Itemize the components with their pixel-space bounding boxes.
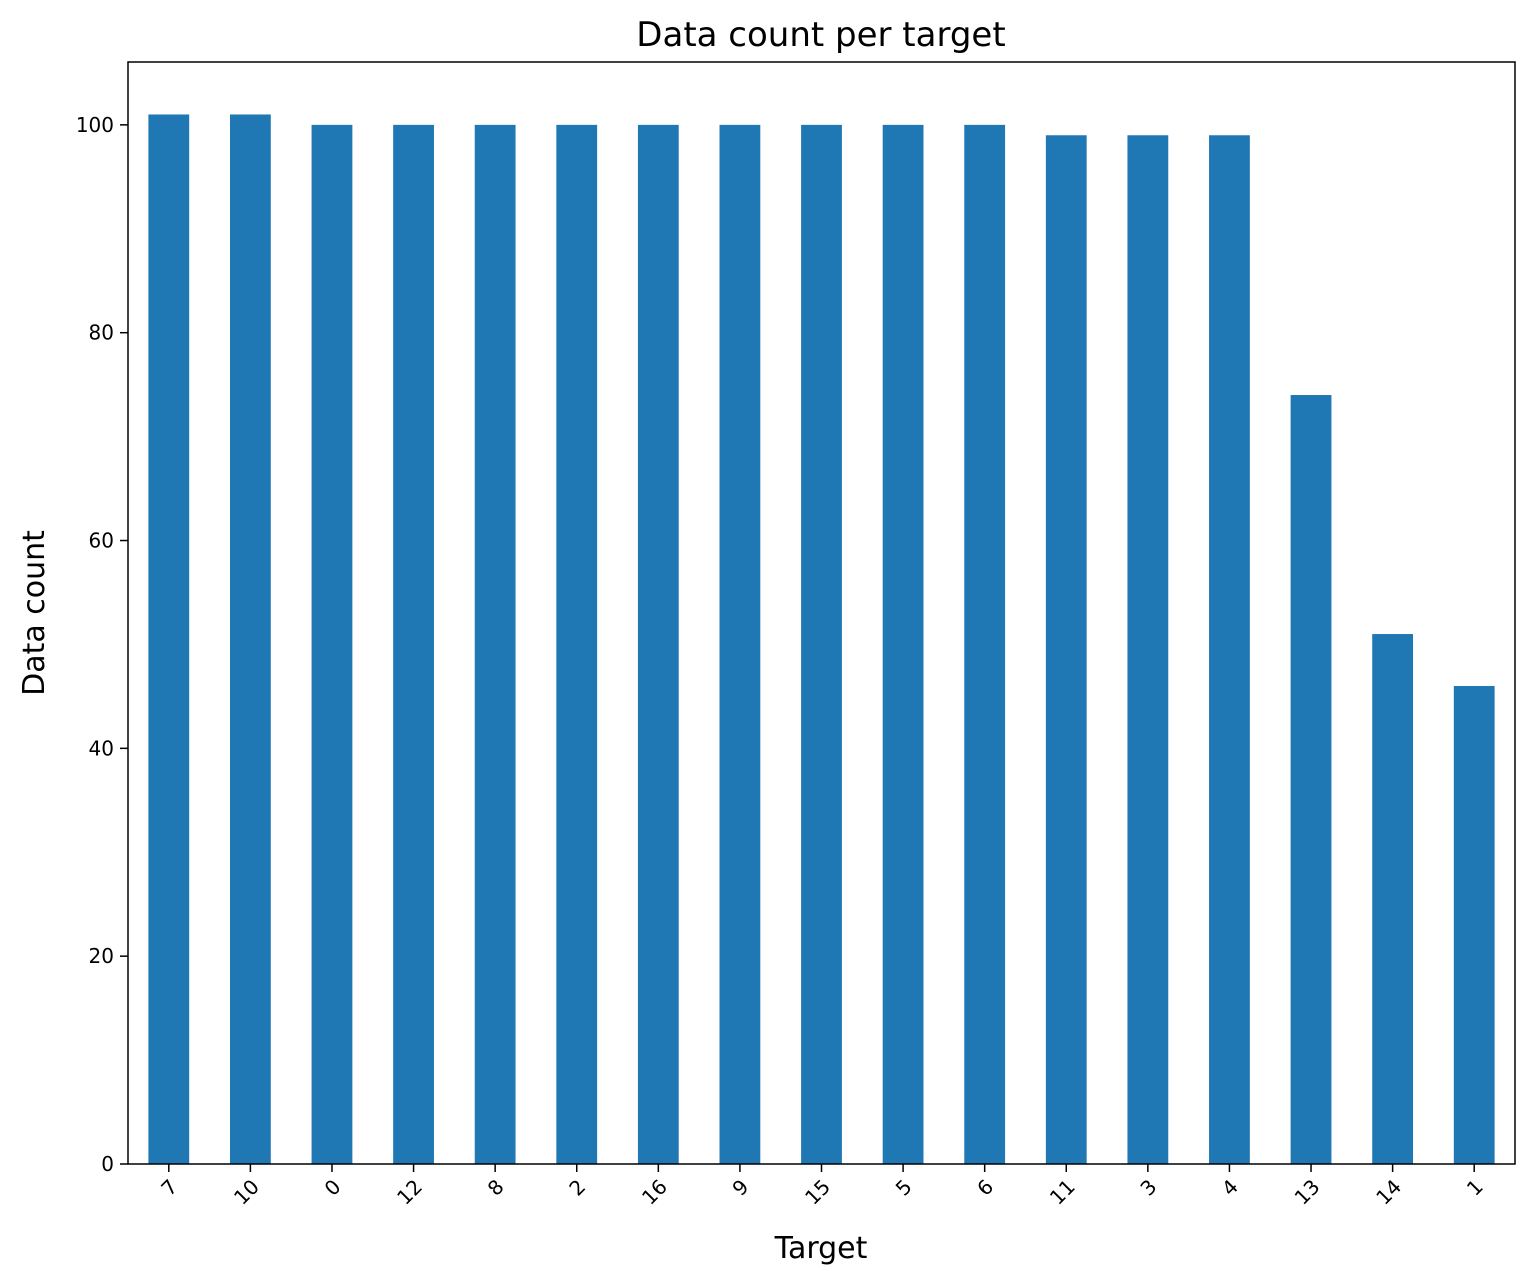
x-tick-label: 15 [800,1175,835,1210]
x-tick-label: 8 [483,1175,509,1201]
x-tick-label: 14 [1371,1175,1406,1210]
bar [1453,685,1495,1164]
bar [1127,135,1169,1165]
y-tick-label: 0 [101,1152,114,1176]
y-tick-label: 80 [89,321,114,345]
bar [1372,634,1414,1164]
bar [1045,135,1087,1165]
x-tick-label: 10 [229,1175,264,1210]
bar [556,124,598,1164]
bar [474,124,516,1164]
bar [1290,395,1332,1164]
bar [1209,135,1250,1165]
bar [393,124,434,1164]
y-tick-label: 60 [89,529,114,553]
bar [311,124,353,1164]
x-tick-label: 11 [1045,1175,1080,1210]
bar [964,124,1006,1164]
x-axis-label: Target [774,1231,868,1266]
x-tick-label: 16 [637,1175,672,1210]
bar [148,114,190,1164]
plot-frame [127,61,1516,1165]
x-tick-label: 1 [1462,1175,1488,1201]
chart-title: Data count per target [636,15,1005,55]
x-tick-label: 9 [727,1175,753,1201]
y-tick-label: 40 [89,736,114,760]
x-tick-label: 0 [320,1175,346,1201]
x-tick-label: 6 [972,1175,998,1201]
x-tick-label: 12 [392,1175,427,1210]
x-tick-label: 5 [891,1175,917,1201]
x-tick-label: 3 [1135,1175,1161,1201]
bar [719,124,761,1164]
x-tick-label: 7 [156,1175,182,1201]
x-tick-label: 4 [1217,1175,1243,1201]
bar [882,124,924,1164]
y-axis-label: Data count [17,530,52,696]
y-tick-label: 100 [76,113,114,137]
x-tick-label: 13 [1290,1175,1325,1210]
bar [229,114,271,1164]
bar [801,124,842,1164]
x-tick-label: 2 [564,1175,590,1201]
y-tick-label: 20 [89,944,114,968]
bar [637,124,679,1164]
